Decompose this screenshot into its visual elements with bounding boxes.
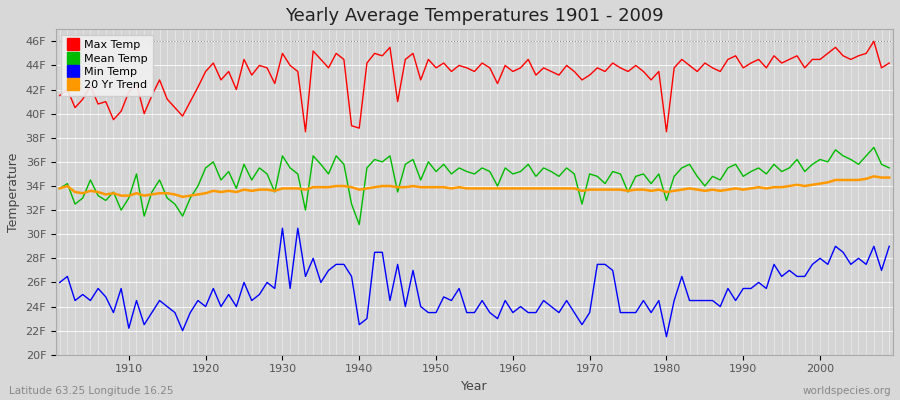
Text: Latitude 63.25 Longitude 16.25: Latitude 63.25 Longitude 16.25 bbox=[9, 386, 174, 396]
X-axis label: Year: Year bbox=[461, 380, 488, 393]
Text: worldspecies.org: worldspecies.org bbox=[803, 386, 891, 396]
Y-axis label: Temperature: Temperature bbox=[7, 152, 20, 232]
Legend: Max Temp, Mean Temp, Min Temp, 20 Yr Trend: Max Temp, Mean Temp, Min Temp, 20 Yr Tre… bbox=[61, 35, 153, 96]
Title: Yearly Average Temperatures 1901 - 2009: Yearly Average Temperatures 1901 - 2009 bbox=[285, 7, 664, 25]
